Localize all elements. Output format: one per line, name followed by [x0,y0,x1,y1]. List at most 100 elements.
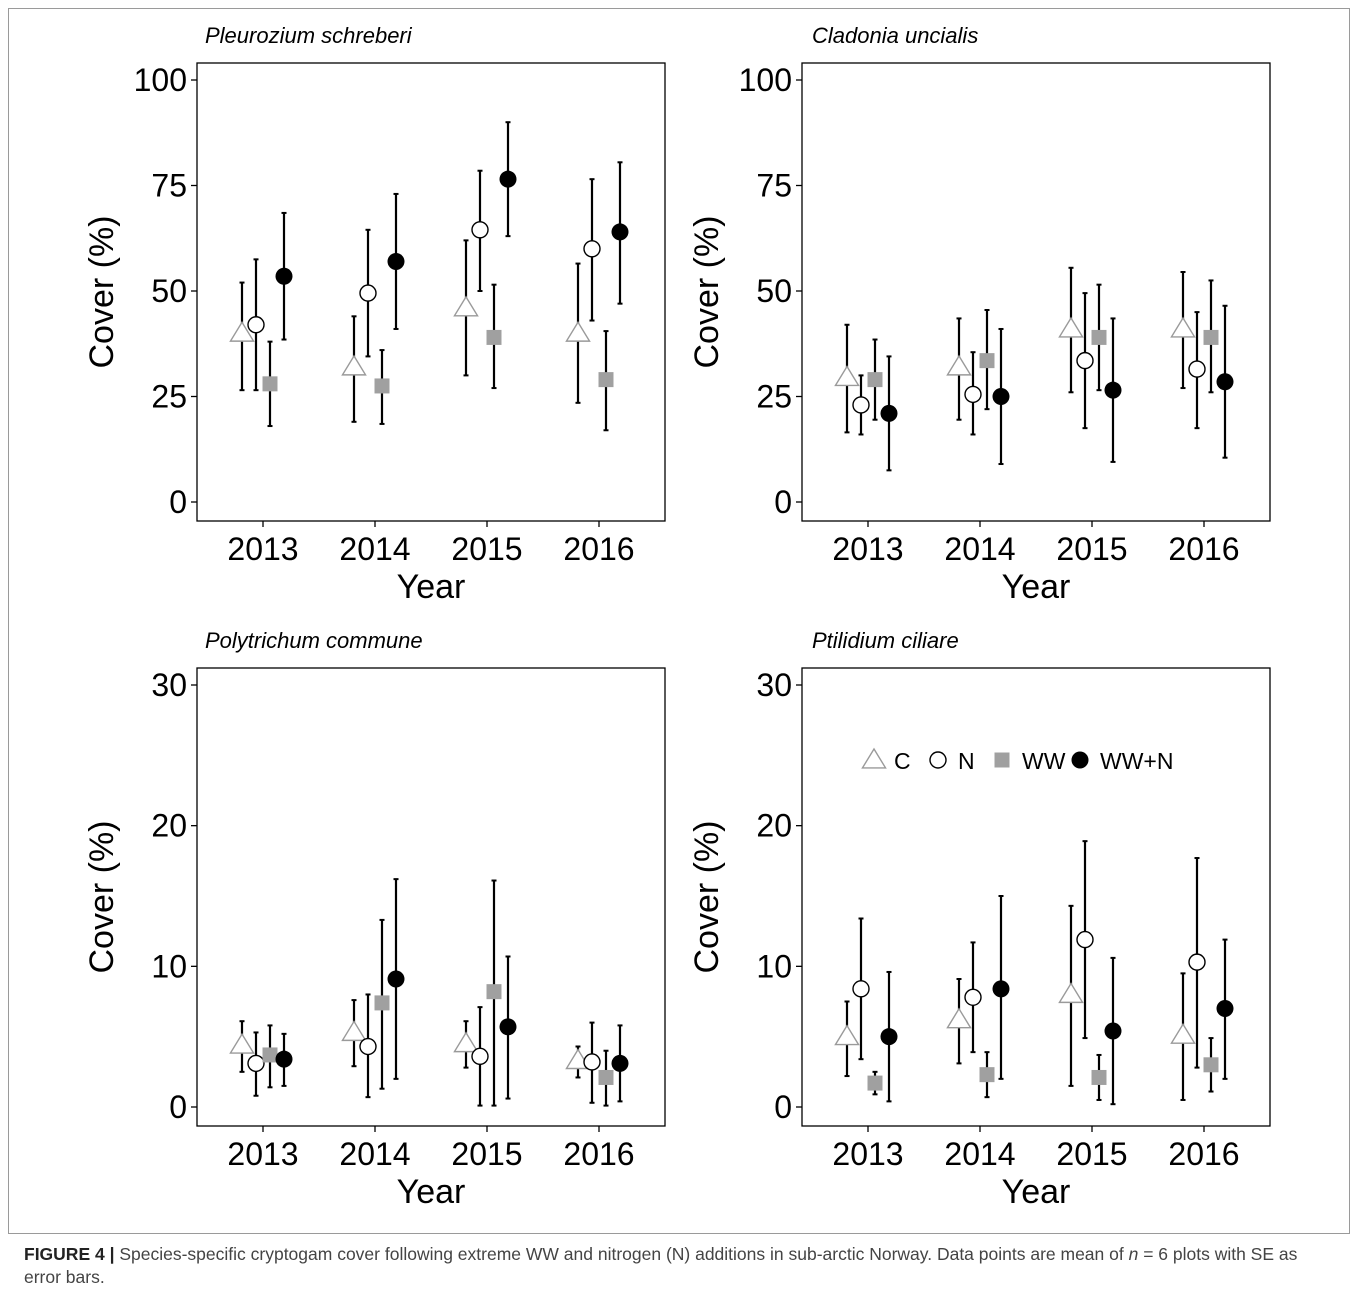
markers-ww-plus-n [275,970,629,1072]
panel-title: Pleurozium schreberi [205,23,413,48]
data-point [499,170,517,188]
data-point [1216,373,1234,391]
data-point [946,1007,972,1029]
x-tick-label: 2014 [339,1136,410,1172]
data-point [1104,381,1122,399]
data-point [499,1018,517,1036]
data-point [387,252,405,270]
data-point [583,240,601,258]
y-tick-label: 75 [756,168,792,204]
data-point [852,396,870,414]
legend-marker [929,751,947,769]
panel-3: Polytrichum commune 0 10 20 30 2013 2014 2015 20… [83,628,666,1211]
y-tick-label: 75 [151,168,187,204]
data-point [852,980,870,998]
x-tick-label: 2015 [451,531,522,567]
y-tick-label: 0 [774,1089,792,1125]
x-axis-label: Year [397,1173,466,1211]
data-point [1076,351,1094,370]
data-point [374,995,390,1011]
data-point [247,1054,265,1073]
y-axis-label: Cover (%) [688,215,726,368]
data-point [598,1069,614,1085]
data-point [964,988,982,1006]
data-point [583,1053,601,1071]
plot-frame [801,62,1271,522]
plot-frame [196,62,666,522]
data-point [834,365,860,387]
y-tick-label: 0 [169,484,187,520]
legend-label: C [894,748,911,774]
data-point [946,354,972,376]
y-tick-label: 100 [739,62,792,98]
data-point [1091,1069,1107,1085]
data-point [834,1024,860,1046]
caption-label: FIGURE 4 | [24,1244,115,1264]
y-axis-label: Cover (%) [688,820,726,973]
data-point [453,295,479,317]
data-point [1170,316,1196,338]
y-tick-label: 0 [169,1089,187,1125]
y-tick-label: 30 [756,667,792,703]
x-tick-label: 2015 [451,1136,522,1172]
x-axis-label: Year [1002,568,1071,606]
caption-n-symbol: n [1128,1244,1139,1264]
y-tick-label: 50 [151,273,187,309]
legend-label: WW+N [1100,748,1173,774]
caption-text-1: Species-specific cryptogam cover followi… [114,1244,1129,1264]
x-tick-label: 2014 [944,1136,1015,1172]
markers-ww [867,329,1219,388]
markers-ww-plus-n [880,980,1234,1046]
data-point [964,385,982,404]
series-c [239,999,581,1079]
panel-1: Pleurozium schreberi 0 25 50 75 100 2013 2014 20… [83,23,666,606]
data-point [611,1054,629,1072]
markers-c [229,295,591,376]
data-point [992,388,1010,405]
data-point [247,316,265,334]
markers-ww [262,329,614,394]
legend-label: WW [1022,748,1066,774]
series-n [253,993,595,1107]
x-tick-label: 2013 [832,1136,903,1172]
markers-n [852,351,1206,414]
caption-text-2: = 6 plots with SE as error bars. [24,1244,1298,1287]
data-point [867,372,883,388]
y-axis-label: Cover (%) [83,820,121,973]
data-point [1091,329,1107,345]
legend-marker [861,747,887,769]
series-ww-plus-n [886,895,1228,1106]
panel-2: Cladonia uncialis 0 25 50 75 100 2013 2014 2015 2… [688,23,1271,606]
data-point [979,353,995,369]
legend: C N WW WW+N [861,747,1173,774]
legend-marker [1071,751,1089,769]
data-point [359,284,377,302]
data-point [341,354,367,376]
x-tick-label: 2015 [1056,1136,1127,1172]
data-point [374,378,390,394]
x-tick-label: 2013 [832,531,903,567]
x-tick-label: 2015 [1056,531,1127,567]
figure-caption: FIGURE 4 | Species-specific cryptogam co… [24,1243,1334,1289]
y-tick-label: 50 [756,273,792,309]
data-point [1170,1022,1196,1044]
data-point [1058,982,1084,1004]
y-tick-label: 10 [756,948,792,984]
x-tick-label: 2016 [563,531,634,567]
data-point [471,1047,489,1066]
y-tick-label: 0 [774,484,792,520]
data-point [275,1050,293,1068]
markers-ww-plus-n [880,373,1234,422]
data-point [1058,316,1084,338]
series-ww [267,283,609,432]
x-tick-label: 2016 [1168,1136,1239,1172]
legend-marker [994,752,1010,768]
x-tick-label: 2013 [227,531,298,567]
series-c [844,904,1186,1101]
data-point [611,223,629,241]
data-point [262,1047,278,1063]
panel-title: Cladonia uncialis [812,23,978,48]
series-n [858,840,1200,1069]
y-tick-label: 100 [134,62,187,98]
x-axis-label: Year [1002,1173,1071,1211]
